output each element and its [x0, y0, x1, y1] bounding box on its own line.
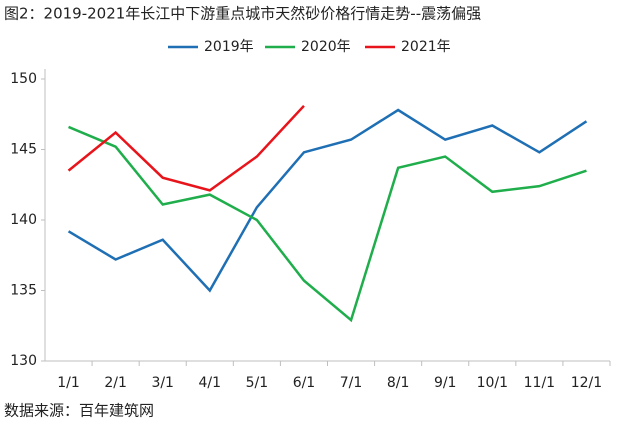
x-tick-label: 10/1 — [477, 375, 508, 391]
x-tick-label: 12/1 — [571, 375, 602, 391]
y-tick-label: 140 — [10, 212, 37, 228]
y-tick-label: 135 — [10, 283, 37, 299]
legend-label: 2020年 — [301, 39, 351, 55]
legend-label: 2019年 — [204, 39, 254, 55]
legend-label: 2021年 — [401, 39, 451, 55]
x-tick-label: 5/1 — [246, 375, 269, 391]
source-note: 数据来源：百年建筑网 — [4, 402, 154, 420]
x-tick-label: 6/1 — [293, 375, 316, 391]
x-tick-label: 3/1 — [151, 375, 174, 391]
x-tick-label: 2/1 — [104, 375, 127, 391]
x-tick-label: 4/1 — [199, 375, 222, 391]
series-line — [68, 125, 587, 323]
y-tick-label: 145 — [10, 142, 37, 158]
series-line — [67, 104, 305, 192]
x-tick-label: 1/1 — [57, 375, 80, 391]
x-tick-label: 7/1 — [340, 375, 363, 391]
y-tick-label: 150 — [10, 71, 37, 87]
y-tick-label: 130 — [10, 353, 37, 369]
series-line — [67, 108, 588, 293]
x-tick-label: 8/1 — [387, 375, 410, 391]
chart-title: 图2：2019-2021年长江中下游重点城市天然砂价格行情走势--震荡偏强 — [4, 5, 481, 23]
x-tick-label: 9/1 — [434, 375, 457, 391]
x-tick-label: 11/1 — [524, 375, 555, 391]
